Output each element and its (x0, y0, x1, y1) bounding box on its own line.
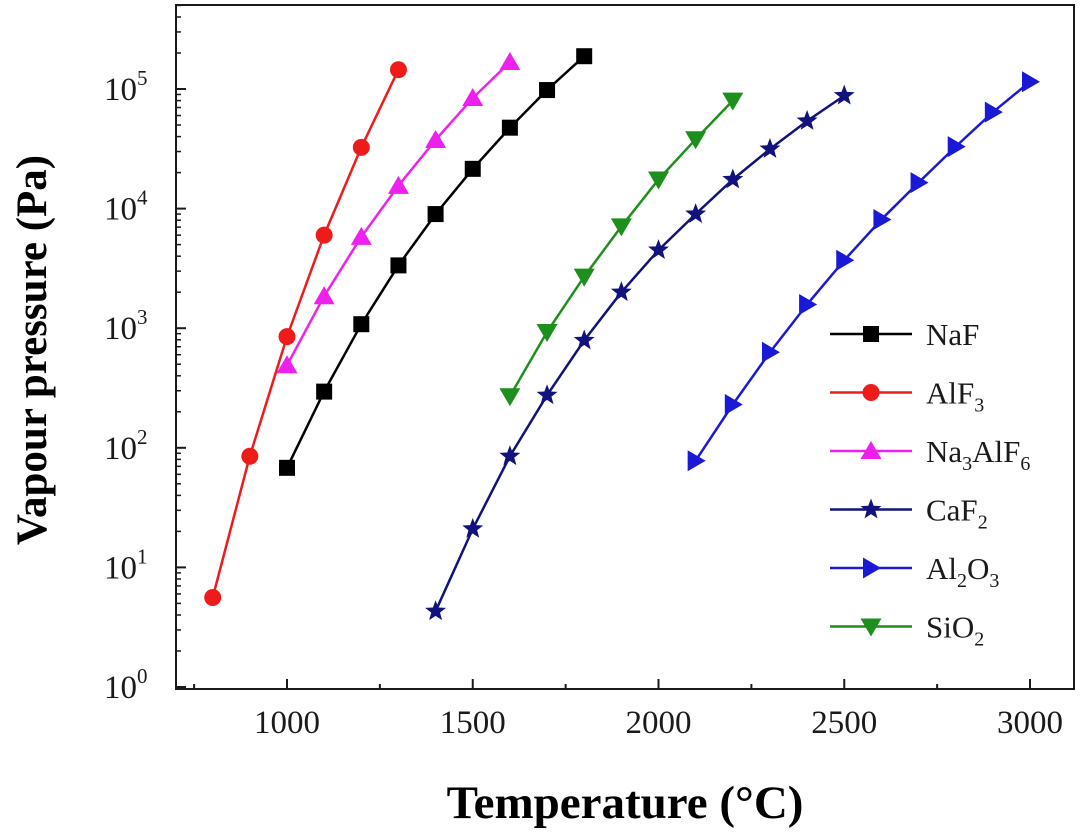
data-point-caf2 (536, 384, 558, 405)
legend: NaF AlF3 Na3AlF6 CaF2 Al2O3 SiO2 (830, 317, 1030, 651)
data-point-na3alf6 (425, 129, 447, 148)
x-axis-title: Temperature (°C) (447, 777, 804, 829)
data-point-naf (316, 383, 333, 400)
series-caf2 (425, 84, 855, 621)
data-point-al2o3 (910, 172, 929, 194)
x-tick-label: 3000 (997, 705, 1063, 741)
series-sio2 (499, 92, 744, 407)
data-point-al2o3 (1022, 71, 1040, 93)
legend-item-caf2: CaF2 (830, 493, 988, 534)
y-axis-ticks: 100 101 102 103 104 105 (104, 4, 186, 706)
data-point-naf (390, 257, 407, 274)
legend-label-na3alf6: Na3AlF6 (926, 434, 1030, 475)
data-point-na3alf6 (462, 88, 484, 107)
series-alf3 (204, 61, 407, 607)
data-point-caf2 (796, 110, 818, 130)
y-tick-label: 105 (104, 66, 148, 108)
y-tick-label: 104 (104, 186, 148, 228)
data-point-al2o3 (761, 341, 780, 363)
data-point-sio2 (648, 171, 669, 190)
data-point-naf (464, 160, 481, 177)
data-point-caf2 (499, 445, 521, 466)
data-point-al2o3 (947, 136, 966, 158)
x-tick-label: 2000 (626, 705, 692, 741)
legend-label-caf2: CaF2 (926, 493, 988, 534)
legend-item-na3alf6: Na3AlF6 (830, 434, 1030, 475)
data-point-al2o3 (836, 249, 855, 271)
data-point-caf2 (425, 600, 447, 621)
series-line-caf2 (434, 94, 846, 612)
data-point-naf (427, 206, 444, 223)
legend-item-sio2: SiO2 (830, 610, 984, 651)
series-line-na3alf6 (285, 61, 511, 366)
y-tick-label: 101 (104, 544, 148, 586)
data-point-al2o3 (687, 450, 706, 472)
legend-marker-alf3 (862, 384, 880, 401)
legend-item-al2o3: Al2O3 (830, 551, 999, 592)
data-point-alf3 (389, 61, 407, 79)
legend-marker-caf2 (860, 498, 882, 519)
data-point-naf (576, 48, 593, 65)
series-line-alf3 (211, 69, 400, 598)
series-layer (204, 48, 1040, 621)
data-point-caf2 (759, 138, 781, 158)
data-point-caf2 (722, 168, 744, 189)
data-point-sio2 (685, 131, 707, 150)
data-point-al2o3 (724, 394, 743, 416)
x-axis-ticks: 1000 1500 2000 2500 3000 (193, 679, 1063, 741)
legend-label-alf3: AlF3 (926, 376, 984, 417)
data-point-caf2 (833, 84, 855, 105)
data-point-sio2 (573, 268, 595, 287)
x-tick-label: 2500 (811, 705, 877, 741)
y-tick-label: 100 (104, 664, 148, 706)
data-point-na3alf6 (350, 226, 372, 245)
data-point-caf2 (648, 239, 669, 259)
data-point-sio2 (610, 218, 632, 237)
data-point-caf2 (573, 329, 595, 350)
y-tick-label: 102 (104, 425, 148, 467)
data-point-alf3 (352, 138, 370, 156)
y-axis-title: Vapour pressure (Pa) (9, 155, 56, 545)
series-na3alf6 (276, 52, 521, 374)
legend-label-al2o3: Al2O3 (926, 551, 999, 592)
series-line-sio2 (508, 99, 734, 397)
data-point-caf2 (610, 281, 632, 302)
data-point-alf3 (278, 328, 296, 346)
legend-marker-al2o3 (863, 557, 881, 579)
legend-marker-sio2 (860, 618, 882, 637)
data-point-na3alf6 (276, 355, 298, 374)
x-tick-label: 1000 (254, 705, 320, 741)
data-point-al2o3 (984, 101, 1003, 123)
data-point-alf3 (204, 589, 222, 607)
legend-marker-naf (863, 326, 879, 342)
data-point-na3alf6 (313, 286, 335, 305)
legend-label-naf: NaF (926, 317, 979, 352)
legend-item-naf: NaF (830, 317, 979, 352)
data-point-naf (279, 459, 295, 476)
data-point-naf (501, 119, 518, 136)
y-tick-label: 103 (104, 305, 148, 347)
series-naf (279, 48, 593, 476)
legend-item-alf3: AlF3 (830, 376, 984, 417)
data-point-sio2 (536, 323, 558, 342)
data-point-sio2 (722, 92, 744, 111)
data-point-alf3 (315, 226, 333, 244)
data-point-caf2 (462, 517, 484, 538)
legend-label-sio2: SiO2 (926, 610, 984, 651)
data-point-naf (353, 316, 370, 333)
data-point-sio2 (499, 388, 521, 407)
series-line-al2o3 (694, 80, 1031, 462)
data-point-na3alf6 (387, 175, 409, 194)
data-point-al2o3 (873, 209, 892, 231)
data-point-caf2 (685, 203, 707, 223)
data-point-alf3 (241, 447, 259, 465)
legend-marker-na3alf6 (860, 441, 882, 459)
x-tick-label: 1500 (440, 705, 506, 741)
series-al2o3 (687, 71, 1040, 472)
data-point-na3alf6 (499, 52, 521, 71)
data-point-al2o3 (799, 293, 818, 315)
data-point-naf (539, 82, 556, 99)
